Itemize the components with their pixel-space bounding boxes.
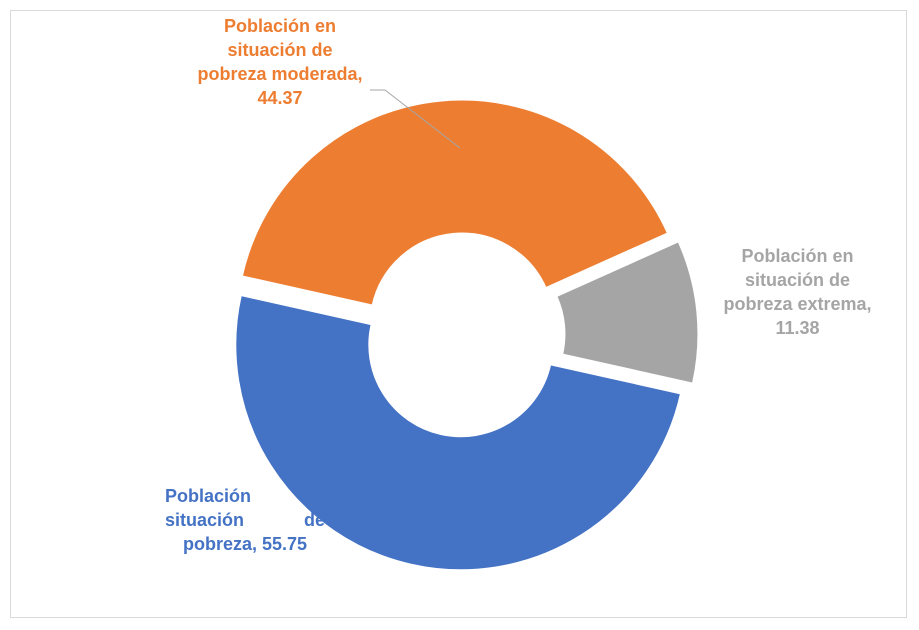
data-label: Población en situación de pobreza extrem… <box>723 246 872 338</box>
donut-slice <box>235 295 681 571</box>
data-label: Población en situación de pobreza modera… <box>197 16 363 108</box>
donut-slice <box>241 99 668 306</box>
leader-line <box>370 89 461 149</box>
chart-frame <box>10 10 907 618</box>
donut-slice <box>556 241 699 384</box>
data-label: Población en situación de pobreza, 55.75 <box>165 486 325 554</box>
